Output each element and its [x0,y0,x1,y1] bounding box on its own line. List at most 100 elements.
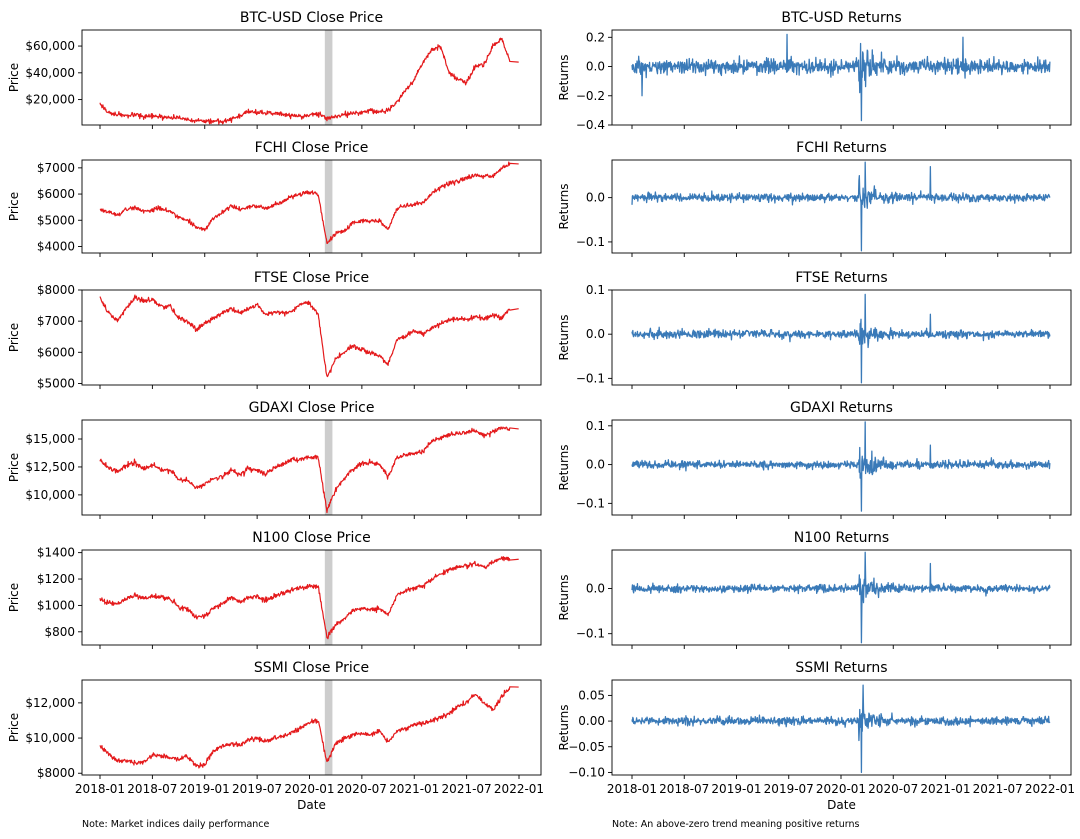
fchi-price-frame [81,159,542,254]
ssmi-returns-ytick-label: −0.10 [568,765,605,779]
btc-returns-ytick-label: −0.4 [576,118,605,132]
n100-returns-ylabel: Returns [557,574,571,620]
btc-returns-ytick-label: −0.2 [576,89,605,103]
ftse-returns-ylabel: Returns [557,314,571,360]
gdaxi-price-ytick-label: $10,000 [25,488,75,502]
fchi-price-panel: FCHI Close Price $4000 $5000 $6000 $7000 Pric… [7,140,542,257]
ftse-returns-line [631,293,1051,384]
gdaxi-returns-ytick-label: 0.1 [586,419,605,433]
ssmi-price-title: SSMI Close Price [254,660,369,676]
btc-returns-line [631,33,1051,122]
fchi-price-title: FCHI Close Price [255,140,369,156]
ssmi-price-xtick-label: 2019-07 [232,782,282,796]
n100-returns-title: N100 Returns [794,530,889,546]
ftse-price-ytick-label: $8000 [37,283,75,297]
ftse-price-line [99,294,519,378]
gdaxi-returns-ytick-label: −0.1 [576,496,605,510]
ftse-returns-ytick-label: 0.1 [586,283,605,297]
ssmi-returns-xtick-label: 2021-07 [973,782,1023,796]
gdaxi-returns-ylabel: Returns [557,444,571,490]
n100-returns-frame [611,549,1072,646]
n100-price-ytick-label: $1200 [37,572,75,586]
n100-returns-line [631,551,1051,644]
ssmi-returns-ytick-label: 0.05 [578,688,605,702]
btc-price-ytick-label: $20,000 [25,93,75,107]
gdaxi-price-ytick-label: $12,500 [25,460,75,474]
gdaxi-price-line [99,426,519,514]
btc-returns-title: BTC-USD Returns [781,10,901,26]
n100-price-frame [81,549,542,646]
gdaxi-returns-ytick-label: 0.0 [586,458,605,472]
fchi-price-line [99,161,519,244]
ssmi-returns-ylabel: Returns [557,704,571,750]
n100-returns-ytick-label: −0.1 [576,627,605,641]
fchi-price-ytick-label: $7000 [37,161,75,175]
ssmi-price-xtick-label: 2020-01 [284,782,334,796]
ssmi-price-xlabel: Date [297,798,326,812]
fchi-price-ytick-label: $5000 [37,213,75,227]
ssmi-returns-title: SSMI Returns [795,660,887,676]
note-right: Note: An above-zero trend meaning positi… [612,819,859,830]
ftse-returns-ytick-label: 0.0 [586,327,605,341]
ssmi-price-xtick-label: 2018-01 [75,782,125,796]
gdaxi-returns-line [631,421,1051,512]
ssmi-price-xtick-label: 2018-07 [127,782,177,796]
ftse-price-frame [81,289,542,386]
ssmi-price-xtick-label: 2021-07 [442,782,492,796]
ssmi-returns-xtick-label: 2021-01 [920,782,970,796]
ftse-price-ylabel: Price [7,323,21,352]
ssmi-returns-xtick-label: 2018-01 [607,782,657,796]
ftse-returns-frame [611,289,1072,386]
ssmi-returns-xtick-label: 2019-01 [711,782,761,796]
btc-returns-frame [611,29,1072,126]
gdaxi-price-panel: GDAXI Close Price $10,000 $12,500 $15,000 Pr… [7,400,542,519]
fchi-price-shaded-region [324,160,333,253]
fchi-returns-ytick-label: 0.0 [586,191,605,205]
ftse-price-ytick-label: $7000 [37,314,75,328]
ssmi-price-xtick-label: 2021-01 [389,782,439,796]
gdaxi-price-ylabel: Price [7,453,21,482]
fchi-price-ytick-label: $6000 [37,187,75,201]
ssmi-price-shaded-region [324,680,333,775]
ftse-returns-title: FTSE Returns [795,270,887,286]
btc-price-ytick-label: $40,000 [25,66,75,80]
ftse-price-title: FTSE Close Price [254,270,369,286]
ssmi-returns-xtick-label: 2019-07 [764,782,814,796]
ssmi-price-line [99,686,519,769]
btc-price-shaded-region [324,30,333,125]
n100-returns-ytick-label: 0.0 [586,581,605,595]
n100-price-ytick-label: $1400 [37,546,75,560]
btc-price-ytick-label: $60,000 [25,39,75,53]
ssmi-returns-ytick-label: −0.05 [568,740,605,754]
n100-price-ytick-label: $800 [44,625,75,639]
btc-returns-ytick-label: 0.0 [586,60,605,74]
ftse-price-ytick-label: $5000 [37,376,75,390]
gdaxi-price-ytick-label: $15,000 [25,432,75,446]
btc-price-line [99,37,519,125]
ssmi-returns-xtick-label: 2020-01 [816,782,866,796]
n100-price-ylabel: Price [7,583,21,612]
fchi-returns-ytick-label: −0.1 [576,235,605,249]
fchi-returns-panel: FCHI Returns 0.0 −0.1 Returns [557,140,1072,257]
ssmi-returns-line [631,684,1051,774]
gdaxi-price-frame [81,419,542,516]
gdaxi-returns-frame [611,419,1072,516]
btc-returns-panel: BTC-USD Returns 0.2 0.0 −0.2 −0.4 Returns [557,10,1072,132]
gdaxi-returns-title: GDAXI Returns [790,400,893,416]
n100-price-panel: N100 Close Price $800 $1000 $1200 $1400 Price [7,530,542,649]
ssmi-returns-xtick-label: 2018-07 [659,782,709,796]
btc-returns-ytick-label: 0.2 [586,30,605,44]
ssmi-returns-frame [611,679,1072,776]
ssmi-returns-panel: SSMI Returns 0.05 0.00 −0.05 −0.10 Returns 201… [557,660,1075,812]
fchi-returns-line [631,161,1051,252]
btc-price-frame [81,29,542,126]
ftse-price-ytick-label: $6000 [37,345,75,359]
btc-price-ylabel: Price [7,63,21,92]
ftse-returns-ytick-label: −0.1 [576,371,605,385]
ftse-price-panel: FTSE Close Price $5000 $6000 $7000 $8000 Pric… [7,270,542,390]
note-left: Note: Market indices daily performance [82,819,270,830]
ssmi-price-ylabel: Price [7,713,21,742]
ssmi-returns-xtick-label: 2022-01 [1025,782,1075,796]
ssmi-price-frame [81,679,542,776]
